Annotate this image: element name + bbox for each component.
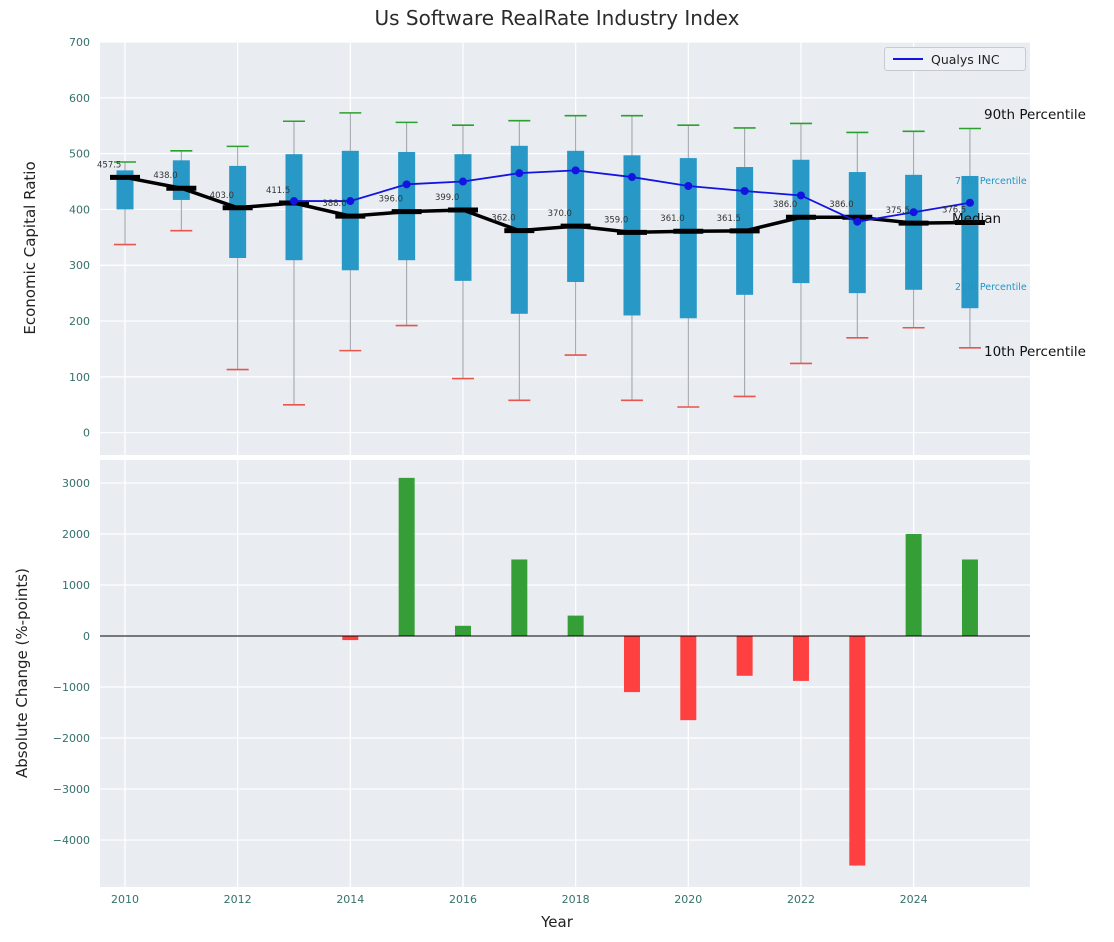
top-y-axis-label: Economic Capital Ratio xyxy=(21,161,39,335)
svg-text:375.5: 375.5 xyxy=(886,206,910,216)
svg-text:−2000: −2000 xyxy=(53,732,90,745)
legend: Qualys INC xyxy=(884,47,1026,71)
svg-text:376.5: 376.5 xyxy=(942,206,966,216)
chart-title: Us Software RealRate Industry Index xyxy=(374,6,740,30)
svg-text:2010: 2010 xyxy=(111,893,139,906)
svg-text:200: 200 xyxy=(69,315,90,328)
annotation-median: Median xyxy=(952,211,1002,227)
svg-text:2012: 2012 xyxy=(224,893,252,906)
svg-text:700: 700 xyxy=(69,36,90,49)
svg-text:1000: 1000 xyxy=(62,579,90,592)
svg-text:300: 300 xyxy=(69,259,90,272)
svg-text:2016: 2016 xyxy=(449,893,477,906)
legend-line-sample-icon xyxy=(893,58,923,60)
annotation-25th-percentile: 25th Percentile xyxy=(955,282,1027,293)
svg-text:3000: 3000 xyxy=(62,477,90,490)
x-axis-label: Year xyxy=(541,913,573,931)
svg-text:0: 0 xyxy=(83,427,90,440)
svg-text:438.0: 438.0 xyxy=(153,171,177,181)
svg-text:370.0: 370.0 xyxy=(548,209,572,219)
svg-text:500: 500 xyxy=(69,148,90,161)
svg-text:386.0: 386.0 xyxy=(773,200,797,210)
svg-text:386.0: 386.0 xyxy=(829,200,853,210)
svg-text:2024: 2024 xyxy=(900,893,928,906)
annotation-90th-percentile: 90th Percentile xyxy=(984,107,1086,123)
svg-text:2018: 2018 xyxy=(562,893,590,906)
svg-text:−4000: −4000 xyxy=(53,834,90,847)
svg-text:2020: 2020 xyxy=(674,893,702,906)
svg-text:403.0: 403.0 xyxy=(210,191,234,201)
svg-text:411.5: 411.5 xyxy=(266,186,290,196)
svg-text:−1000: −1000 xyxy=(53,681,90,694)
svg-text:396.0: 396.0 xyxy=(379,195,403,205)
legend-label: Qualys INC xyxy=(931,51,1000,67)
svg-text:−3000: −3000 xyxy=(53,783,90,796)
svg-text:2014: 2014 xyxy=(336,893,364,906)
svg-text:362.0: 362.0 xyxy=(491,214,515,224)
bottom-y-axis-label: Absolute Change (%-points) xyxy=(13,568,31,778)
svg-text:457.5: 457.5 xyxy=(97,160,121,170)
svg-text:400: 400 xyxy=(69,203,90,216)
annotation-75th-percentile: 75th Percentile xyxy=(955,176,1027,187)
svg-text:359.0: 359.0 xyxy=(604,215,628,225)
svg-text:399.0: 399.0 xyxy=(435,193,459,203)
svg-text:2022: 2022 xyxy=(787,893,815,906)
svg-text:0: 0 xyxy=(83,630,90,643)
svg-text:361.0: 361.0 xyxy=(660,214,684,224)
svg-text:2000: 2000 xyxy=(62,528,90,541)
svg-text:361.5: 361.5 xyxy=(717,214,741,224)
svg-text:100: 100 xyxy=(69,371,90,384)
svg-text:600: 600 xyxy=(69,92,90,105)
svg-text:388.0: 388.0 xyxy=(322,199,346,209)
annotation-10th-percentile: 10th Percentile xyxy=(984,344,1086,360)
